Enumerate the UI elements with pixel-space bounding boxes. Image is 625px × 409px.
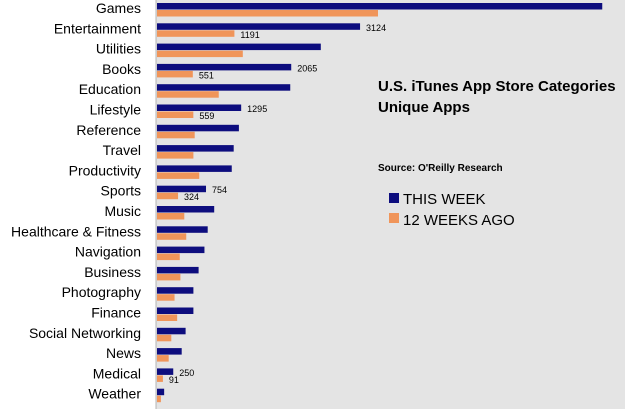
data-label-12-weeks-ago-lifestyle: 559 <box>199 111 214 121</box>
bar-12-weeks-ago-music <box>157 213 185 220</box>
category-label-navigation: Navigation <box>75 244 141 260</box>
bar-this-week-travel <box>157 145 234 152</box>
category-label-books: Books <box>102 61 141 77</box>
legend-label-this-week: THIS WEEK <box>403 191 486 208</box>
bar-this-week-healthcare-and-fitness <box>157 226 208 233</box>
bar-this-week-photography <box>157 287 194 294</box>
bar-12-weeks-ago-navigation <box>157 253 180 261</box>
legend-label-12-weeks-ago: 12 WEEKS AGO <box>403 212 515 229</box>
bar-this-week-productivity <box>157 165 232 172</box>
data-label-this-week-lifestyle: 1295 <box>247 104 267 114</box>
category-label-business: Business <box>84 264 141 280</box>
bar-this-week-entertainment <box>157 23 361 30</box>
bar-this-week-weather <box>157 388 165 396</box>
category-label-reference: Reference <box>76 122 141 138</box>
bar-this-week-books <box>157 63 292 71</box>
data-label-this-week-medical: 250 <box>179 368 194 378</box>
category-label-music: Music <box>104 203 141 219</box>
category-label-sports: Sports <box>101 183 141 199</box>
bar-this-week-lifestyle <box>157 104 242 111</box>
bar-12-weeks-ago-weather <box>157 395 161 403</box>
bar-12-weeks-ago-social-networking <box>157 334 172 342</box>
bar-12-weeks-ago-news <box>157 355 169 362</box>
bar-this-week-navigation <box>157 246 205 254</box>
bar-12-weeks-ago-medical <box>157 375 163 382</box>
category-label-productivity: Productivity <box>69 162 141 178</box>
bar-this-week-utilities <box>157 43 321 51</box>
data-label-this-week-books: 2065 <box>297 63 317 73</box>
bar-12-weeks-ago-education <box>157 91 219 98</box>
data-label-this-week-entertainment: 3124 <box>366 23 386 33</box>
category-label-utilities: Utilities <box>96 41 141 57</box>
bar-12-weeks-ago-travel <box>157 152 194 159</box>
bar-12-weeks-ago-photography <box>157 294 175 301</box>
labels-layer: Games Entertainment 3124 1191 Utilities Books… <box>11 0 386 402</box>
chart-title: U.S. iTunes App Store Categories <box>378 78 616 95</box>
category-label-social-networking: Social Networking <box>29 325 141 341</box>
category-label-finance: Finance <box>91 305 141 321</box>
bar-12-weeks-ago-business <box>157 273 181 281</box>
bar-12-weeks-ago-finance <box>157 314 178 321</box>
chart-source: Source: O'Reilly Research <box>378 163 503 174</box>
bar-12-weeks-ago-games <box>157 10 378 17</box>
data-label-12-weeks-ago-sports: 324 <box>184 192 199 202</box>
category-label-games: Games <box>96 0 141 16</box>
category-label-news: News <box>106 345 141 361</box>
bar-12-weeks-ago-healthcare-and-fitness <box>157 233 187 240</box>
bar-12-weeks-ago-books <box>157 70 193 78</box>
bar-this-week-games <box>157 3 603 10</box>
bar-this-week-music <box>157 206 215 213</box>
plot-area-background <box>156 0 625 409</box>
data-label-12-weeks-ago-entertainment: 1191 <box>240 30 259 40</box>
category-label-photography: Photography <box>62 284 141 300</box>
category-label-lifestyle: Lifestyle <box>90 102 142 118</box>
category-label-medical: Medical <box>93 365 141 381</box>
legend: THIS WEEK 12 WEEKS AGO <box>389 191 515 229</box>
bar-this-week-news <box>157 348 182 355</box>
bar-this-week-sports <box>157 185 207 193</box>
bar-this-week-education <box>157 84 291 91</box>
bar-12-weeks-ago-productivity <box>157 172 200 179</box>
bar-this-week-business <box>157 266 199 274</box>
data-label-12-weeks-ago-books: 551 <box>199 70 214 80</box>
legend-swatch-12-weeks-ago <box>389 213 399 223</box>
category-label-travel: Travel <box>103 142 141 158</box>
legend-swatch-this-week <box>389 193 399 203</box>
bar-12-weeks-ago-reference <box>157 131 195 139</box>
bar-this-week-social-networking <box>157 327 186 335</box>
data-label-12-weeks-ago-medical: 91 <box>169 375 179 385</box>
category-label-weather: Weather <box>88 386 141 402</box>
category-label-education: Education <box>79 81 141 97</box>
bar-this-week-finance <box>157 307 194 314</box>
bar-this-week-reference <box>157 124 239 132</box>
bar-12-weeks-ago-lifestyle <box>157 111 194 118</box>
bar-12-weeks-ago-entertainment <box>157 30 235 37</box>
bar-12-weeks-ago-utilities <box>157 50 243 58</box>
bars-layer <box>157 3 603 403</box>
bar-12-weeks-ago-sports <box>157 192 179 200</box>
category-label-entertainment: Entertainment <box>54 20 141 36</box>
bar-this-week-medical <box>157 368 174 375</box>
chart-subtitle: Unique Apps <box>378 99 470 116</box>
data-label-this-week-sports: 754 <box>212 185 227 195</box>
category-label-healthcare-and-fitness: Healthcare & Fitness <box>11 223 141 239</box>
